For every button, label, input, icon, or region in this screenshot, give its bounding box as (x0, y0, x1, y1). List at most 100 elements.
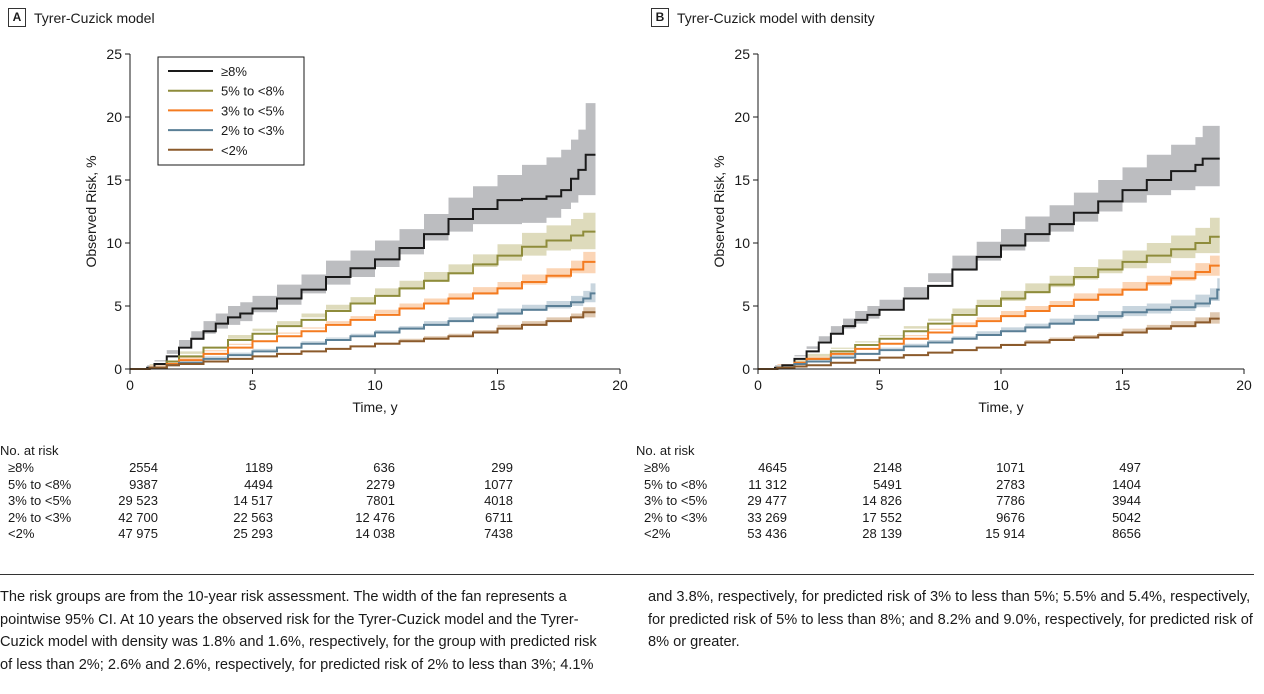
risk-row: ≥8% 2554 1189 636 299 (0, 460, 620, 477)
y-tick-label: 0 (742, 361, 750, 377)
x-tick-label: 15 (1115, 377, 1131, 393)
series-line-4 (758, 317, 1220, 370)
risk-cell: 4018 (484, 493, 513, 509)
risk-cell: 53 436 (747, 526, 787, 542)
x-tick-label: 20 (1236, 377, 1252, 393)
risk-row-label: 2% to <3% (644, 509, 708, 525)
risk-row-label: ≥8% (644, 460, 670, 475)
y-tick-label: 15 (734, 172, 750, 188)
risk-cell: 7786 (996, 493, 1025, 509)
ci-band-1 (758, 217, 1220, 369)
series-line-0 (758, 157, 1220, 370)
risk-cell: 25 293 (233, 526, 273, 542)
x-tick-label: 10 (993, 377, 1009, 393)
risk-cell: 2554 (129, 460, 158, 475)
risk-cell: 14 826 (862, 493, 902, 509)
risk-cell: 1189 (245, 460, 273, 475)
risk-table-title: No. at risk (0, 443, 59, 458)
risk-row-label: <2% (8, 526, 35, 542)
y-tick-label: 20 (106, 109, 122, 125)
risk-row: 3% to <5% 29 523 14 517 7801 4018 (0, 493, 620, 510)
legend-label: ≥8% (221, 64, 247, 79)
risk-cell: 17 552 (862, 509, 902, 525)
x-tick-label: 5 (249, 377, 257, 393)
chart-a: 0 5 10 15 20 25 0 5 10 15 20 Time, y Observed Risk, … (83, 46, 628, 415)
risk-cell: 29 523 (118, 493, 158, 509)
risk-cell: 3944 (1112, 493, 1141, 509)
x-tick-label: 10 (367, 377, 383, 393)
risk-cell: 9387 (129, 476, 158, 492)
ci-band-1 (130, 212, 596, 369)
risk-cell: 42 700 (118, 509, 158, 525)
risk-cell: 47 975 (118, 526, 158, 542)
risk-cell: 4645 (758, 460, 787, 475)
risk-row-label: 3% to <5% (644, 493, 708, 509)
chart-b: 0 5 10 15 20 25 0 5 10 15 20 Time, y Observed Risk, … (711, 46, 1252, 415)
panel-a-letter: A (8, 8, 26, 27)
x-tick-label: 0 (126, 377, 134, 393)
risk-cell: 1404 (1112, 476, 1141, 492)
panel-a-header: A Tyrer-Cuzick model (8, 8, 155, 27)
risk-cell: 5042 (1112, 509, 1141, 525)
risk-row-label: ≥8% (8, 460, 34, 475)
risk-row: ≥8% 4645 2148 1071 497 (636, 460, 1256, 477)
x-axis-label: Time, y (978, 399, 1023, 415)
x-tick-label: 15 (490, 377, 506, 393)
risk-cell: 12 476 (355, 509, 395, 525)
legend-label: 2% to <3% (221, 123, 285, 138)
figure-caption: The risk groups are from the 10-year ris… (0, 589, 1253, 673)
risk-cell: 6711 (485, 509, 513, 525)
y-tick-label: 25 (106, 46, 122, 62)
risk-row-label: 5% to <8% (644, 476, 708, 492)
risk-cell: 1077 (484, 476, 513, 492)
panel-b-title: Tyrer-Cuzick model with density (677, 9, 875, 26)
risk-cell: 11 312 (748, 476, 787, 492)
risk-row: <2% 47 975 25 293 14 038 7438 (0, 526, 620, 543)
risk-cell: 4494 (244, 476, 273, 492)
y-tick-label: 10 (106, 235, 122, 251)
series-line-3 (758, 288, 1220, 370)
risk-row-label: <2% (644, 526, 671, 542)
risk-cell: 14 038 (355, 526, 395, 542)
risk-row: 2% to <3% 33 269 17 552 9676 5042 (636, 510, 1256, 527)
risk-cell: 15 914 (985, 526, 1025, 542)
risk-cell: 5491 (873, 476, 902, 492)
risk-row-label: 5% to <8% (8, 476, 72, 492)
risk-row: 5% to <8% 11 312 5491 2783 1404 (636, 477, 1256, 494)
risk-cell: 22 563 (233, 509, 273, 525)
risk-row: 5% to <8% 9387 4494 2279 1077 (0, 477, 620, 494)
risk-cell: 2148 (873, 460, 902, 475)
panel-b-header: B Tyrer-Cuzick model with density (651, 8, 875, 27)
risk-table-b: No. at risk ≥8% 4645 2148 1071 497 5% to <8% 1… (636, 443, 1256, 543)
y-tick-label: 0 (114, 361, 122, 377)
risk-row: 2% to <3% 42 700 22 563 12 476 6711 (0, 510, 620, 527)
x-axis-label: Time, y (352, 399, 397, 415)
y-tick-label: 20 (734, 109, 750, 125)
series-line-2 (130, 260, 596, 370)
risk-cell: 497 (1119, 460, 1141, 475)
legend-label: 5% to <8% (221, 84, 285, 99)
legend-box (157, 56, 305, 166)
x-tick-label: 0 (754, 377, 762, 393)
ci-band-0 (130, 103, 596, 369)
x-tick-label: 20 (612, 377, 628, 393)
risk-table-a: No. at risk ≥8% 2554 1189 636 299 5% to <8% 93… (0, 443, 620, 543)
series-line-0 (130, 153, 596, 370)
risk-cell: 14 517 (233, 493, 273, 509)
legend-label: 3% to <5% (221, 103, 285, 118)
risk-cell: 8656 (1112, 526, 1141, 542)
y-tick-label: 10 (734, 235, 750, 251)
risk-cell: 28 139 (862, 526, 902, 542)
risk-table-title: No. at risk (636, 443, 695, 458)
y-tick-label: 25 (734, 46, 750, 62)
risk-cell: 33 269 (747, 509, 787, 525)
risk-cell: 9676 (996, 509, 1025, 525)
panel-a-title: Tyrer-Cuzick model (34, 9, 155, 26)
risk-row-label: 3% to <5% (8, 493, 72, 509)
y-tick-label: 5 (742, 298, 750, 314)
risk-row: <2% 53 436 28 139 15 914 8656 (636, 526, 1256, 543)
caption-divider (0, 574, 1254, 575)
risk-cell: 29 477 (747, 493, 787, 509)
risk-row: 3% to <5% 29 477 14 826 7786 3944 (636, 493, 1256, 510)
y-tick-label: 5 (114, 298, 122, 314)
